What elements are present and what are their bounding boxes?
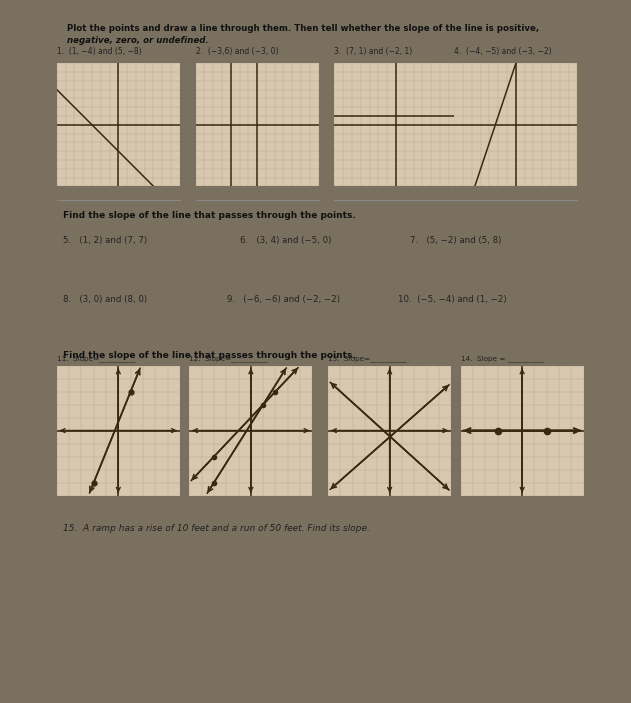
Text: 14.  Slope = __________: 14. Slope = __________ <box>461 355 544 362</box>
Text: 13.  Slope=__________: 13. Slope=__________ <box>328 355 406 362</box>
Text: Find the slope of the line that passes through the points.: Find the slope of the line that passes t… <box>63 352 356 361</box>
Text: 1.  (1, −4) and (5, −8): 1. (1, −4) and (5, −8) <box>57 47 141 56</box>
Text: 9.   (−6, −6) and (−2, −2): 9. (−6, −6) and (−2, −2) <box>227 295 340 304</box>
Text: 11.  Slope=__________: 11. Slope=__________ <box>57 355 135 362</box>
Text: 7.   (5, −2) and (5, 8): 7. (5, −2) and (5, 8) <box>410 236 502 245</box>
Text: 8.   (3, 0) and (8, 0): 8. (3, 0) and (8, 0) <box>63 295 147 304</box>
Text: negative, zero, or undefined.: negative, zero, or undefined. <box>67 36 209 45</box>
Text: 3.  (7, 1) and (−2, 1): 3. (7, 1) and (−2, 1) <box>334 47 413 56</box>
Text: 2.  (−3,6) and (−3, 0): 2. (−3,6) and (−3, 0) <box>196 47 278 56</box>
Text: Plot the points and draw a line through them. Then tell whether the slope of the: Plot the points and draw a line through … <box>67 24 540 33</box>
Text: 4.  (−4, −5) and (−3, −2): 4. (−4, −5) and (−3, −2) <box>454 47 552 56</box>
Text: 10.  (−5, −4) and (1, −2): 10. (−5, −4) and (1, −2) <box>398 295 506 304</box>
Text: 12.  Slope=__________: 12. Slope=__________ <box>189 355 268 362</box>
Text: 15.  A ramp has a rise of 10 feet and a run of 50 feet. Find its slope.: 15. A ramp has a rise of 10 feet and a r… <box>63 524 370 533</box>
Text: Find the slope of the line that passes through the points.: Find the slope of the line that passes t… <box>63 211 356 220</box>
Text: 5.   (1, 2) and (7, 7): 5. (1, 2) and (7, 7) <box>63 236 147 245</box>
Text: 6.   (3, 4) and (−5, 0): 6. (3, 4) and (−5, 0) <box>240 236 331 245</box>
